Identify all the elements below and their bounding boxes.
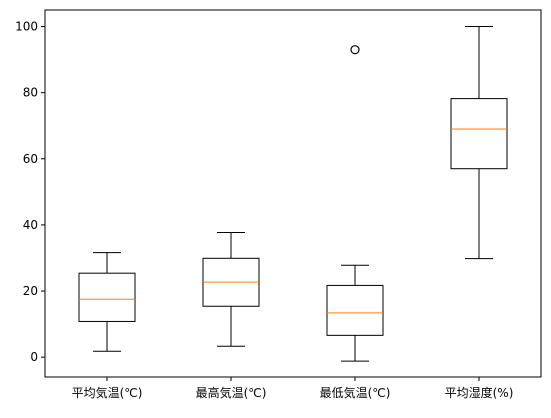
- y-tick-label: 60: [23, 152, 38, 166]
- box-1: [78, 252, 136, 352]
- y-axis-ticks: 0 20 40 60 80 100: [15, 20, 45, 364]
- outlier-point: [350, 45, 360, 55]
- box-3: [326, 45, 384, 362]
- x-tick-label: 平均気温(℃): [72, 385, 143, 400]
- axes-frame: [44, 9, 542, 378]
- axes-border: [44, 9, 542, 378]
- box-4: [450, 26, 508, 260]
- x-tick-label: 最低気温(℃): [320, 385, 391, 400]
- x-tick-label: 最高気温(℃): [196, 385, 267, 400]
- y-tick-label: 0: [30, 350, 38, 364]
- boxes-group: [78, 26, 508, 362]
- y-tick-label: 100: [15, 20, 38, 34]
- y-tick-label: 20: [23, 284, 38, 298]
- box-body: [450, 98, 508, 170]
- box-body: [326, 284, 384, 336]
- x-axis-ticks: 平均気温(℃) 最高気温(℃) 最低気温(℃) 平均湿度(%): [72, 377, 514, 400]
- box-body: [78, 272, 136, 322]
- y-tick-label: 40: [23, 218, 38, 232]
- box-2: [202, 232, 260, 347]
- y-tick-label: 80: [23, 86, 38, 100]
- x-tick-label: 平均湿度(%): [445, 385, 514, 400]
